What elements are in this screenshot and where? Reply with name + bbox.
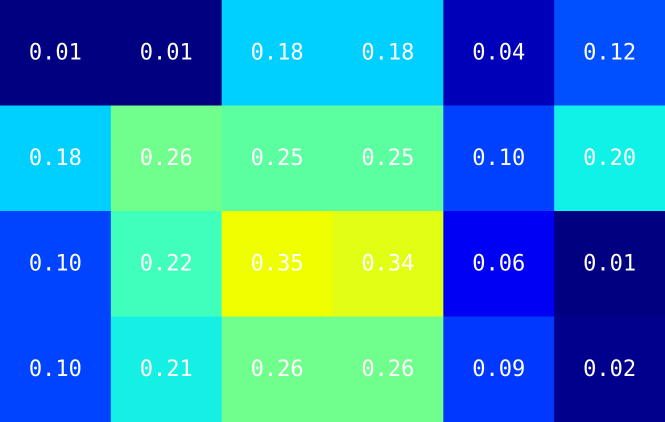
heatmap-cell-r2-c3	[332, 211, 444, 318]
heatmap-cell-r3-c4	[443, 316, 555, 422]
heatmap-cell-label: 0.34	[361, 251, 414, 276]
heatmap-cell-label: 0.18	[29, 146, 82, 171]
heatmap-cell-r0-c0	[0, 0, 112, 107]
heatmap-cell-label: 0.25	[251, 146, 304, 171]
heatmap-cell-r1-c0	[0, 105, 112, 212]
heatmap-cell-label: 0.01	[140, 40, 193, 65]
heatmap-cell-label: 0.10	[472, 146, 525, 171]
heatmap-cell-r2-c1	[110, 211, 223, 318]
heatmap-cell-r0-c2	[221, 0, 334, 107]
heatmap-cell-label: 0.06	[472, 251, 525, 276]
heatmap-cell-r1-c5	[554, 105, 665, 212]
heatmap-cell-label: 0.04	[472, 40, 525, 65]
heatmap-cell-label: 0.20	[583, 146, 636, 171]
heatmap-cell-r3-c5	[554, 316, 665, 422]
heatmap-cell-label: 0.01	[29, 40, 82, 65]
heatmap-cell-label: 0.18	[361, 40, 414, 65]
heatmap-cell-label: 0.09	[472, 357, 525, 382]
heatmap-cell-r0-c5	[554, 0, 665, 107]
heatmap-cell-r2-c0	[0, 211, 112, 318]
heatmap-cell-label: 0.26	[361, 357, 414, 382]
heatmap-cell-r0-c3	[332, 0, 444, 107]
heatmap-cell-r2-c5	[554, 211, 665, 318]
heatmap-cell-label: 0.25	[361, 146, 414, 171]
heatmap-cell-label: 0.22	[140, 251, 193, 276]
heatmap-cell-r3-c1	[110, 316, 223, 422]
heatmap-cell-label: 0.02	[583, 357, 636, 382]
heatmap-cell-label: 0.26	[251, 357, 304, 382]
heatmap-cell-r1-c1	[110, 105, 223, 212]
heatmap-cell-r0-c1	[110, 0, 223, 107]
heatmap-cell-r1-c3	[332, 105, 444, 212]
heatmap-cell-r3-c0	[0, 316, 112, 422]
heatmap-cell-r2-c2	[221, 211, 334, 318]
heatmap-cell-r3-c2	[221, 316, 334, 422]
heatmap-cell-label: 0.18	[251, 40, 304, 65]
heatmap-cell-label: 0.26	[140, 146, 193, 171]
heatmap-cell-label: 0.21	[140, 357, 193, 382]
heatmap-cell-label: 0.10	[29, 357, 82, 382]
heatmap-cell-label: 0.10	[29, 251, 82, 276]
heatmap-cell-r1-c2	[221, 105, 334, 212]
heatmap-cell-r0-c4	[443, 0, 555, 107]
heatmap-cell-label: 0.35	[251, 251, 304, 276]
heatmap-cell-label: 0.01	[583, 251, 636, 276]
heatmap-cell-r1-c4	[443, 105, 555, 212]
heatmap-cell-r3-c3	[332, 316, 444, 422]
heatmap-cell-label: 0.12	[583, 40, 636, 65]
heatmap-labels: 0.01 0.01 0.18 0.18 0.04 0.12 0.18 0.26 0.25 0.25…	[29, 40, 636, 382]
heatmap-cell-r2-c4	[443, 211, 555, 318]
